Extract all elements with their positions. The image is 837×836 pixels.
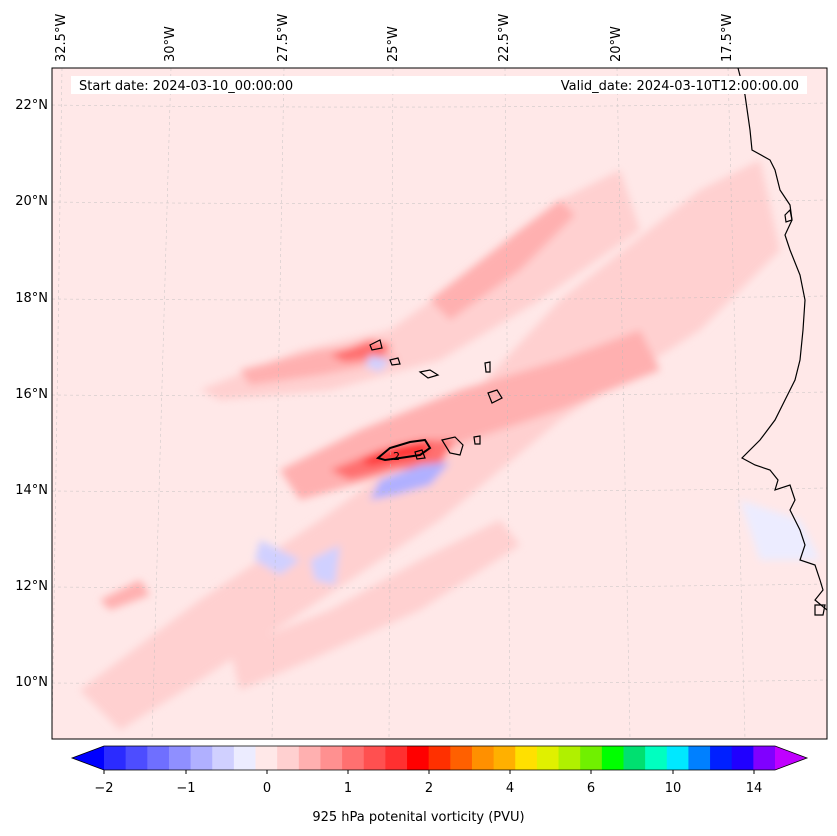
colorbar-segment <box>125 746 148 770</box>
africa-coastline <box>737 68 827 611</box>
colorbar-segment <box>212 746 235 770</box>
lat-label-16n: 16°N <box>15 387 48 402</box>
colorbar-segment <box>255 746 278 770</box>
colorbar-segment <box>190 746 213 770</box>
colorbar-tick-label: 6 <box>586 781 596 796</box>
lon-label-22-5w: 22.5°W <box>497 13 512 62</box>
colorbar-segment <box>623 746 646 770</box>
lon-label-20w: 20°W <box>609 26 624 62</box>
colorbar-segment <box>104 746 127 770</box>
lat-label-14n: 14°N <box>15 483 48 498</box>
lon-label-32-5w: 32.5°W <box>54 13 69 62</box>
pv-negative-4 <box>365 355 390 372</box>
colorbar-segment <box>580 746 603 770</box>
colorbar-segment <box>731 746 754 770</box>
valid-date-text: Valid_date: 2024-03-10T12:00:00.00 <box>560 79 799 94</box>
colorbar-segment <box>753 746 776 770</box>
colorbar-segment <box>147 746 170 770</box>
colorbar-segment <box>428 746 451 770</box>
pv-negative-3 <box>310 545 340 585</box>
pv-band-south <box>230 520 520 690</box>
lat-label-10n: 10°N <box>15 675 48 690</box>
colorbar-segment <box>168 746 192 770</box>
pv-core-strong <box>360 442 430 465</box>
colorbar-tick-label: −1 <box>176 781 196 796</box>
lon-label-25w: 25°W <box>386 26 401 62</box>
pv-contour-fill <box>80 160 820 730</box>
lat-label-12n: 12°N <box>15 579 48 594</box>
colorbar-segment <box>233 746 257 770</box>
colorbar-segment <box>558 746 581 770</box>
colorbar-tick-label: 14 <box>745 781 763 796</box>
date-info-bar: Start date: 2024-03-10_00:00:00 Valid_da… <box>71 76 807 94</box>
colorbar-segment <box>493 746 516 770</box>
colorbar-extend-min <box>72 746 104 770</box>
colorbar-tick-label: −2 <box>94 781 114 796</box>
colorbar-segment <box>298 746 321 770</box>
colorbar-segment <box>450 746 473 770</box>
map-frame <box>51 67 828 740</box>
colorbar-segment <box>536 746 560 770</box>
pv-field-map: 2 <box>52 68 827 739</box>
graticule <box>52 68 827 739</box>
lon-label-27-5w: 27.5°W <box>276 13 291 62</box>
colorbar-tick-label: 2 <box>424 781 434 796</box>
lat-label-18n: 18°N <box>15 291 48 306</box>
colorbar-segment <box>666 746 689 770</box>
contour-label: 2 <box>393 450 400 463</box>
colorbar-segment <box>710 746 733 770</box>
colorbar-segment <box>645 746 668 770</box>
colorbar-segment <box>342 746 365 770</box>
lon-label-30w: 30°W <box>163 26 178 62</box>
colorbar-segment <box>320 746 343 770</box>
colorbar-extend-max <box>775 746 807 770</box>
pv-core-north <box>330 340 392 362</box>
colorbar-segment <box>277 746 300 770</box>
lat-label-20n: 20°N <box>15 194 48 209</box>
colorbar <box>70 745 809 774</box>
colorbar-tick-label: 0 <box>262 781 272 796</box>
pv-negative-east <box>740 500 820 560</box>
pv-band-ne <box>430 200 575 320</box>
colorbar-segment <box>407 746 430 770</box>
pv-negative-2 <box>255 540 300 575</box>
colorbar-tick-label: 1 <box>343 781 353 796</box>
start-date-text: Start date: 2024-03-10_00:00:00 <box>79 79 294 94</box>
lat-label-22n: 22°N <box>15 98 48 113</box>
colorbar-segment <box>385 746 408 770</box>
colorbar-segment <box>471 746 495 770</box>
colorbar-segment <box>363 746 386 770</box>
colorbar-tick-label: 10 <box>664 781 682 796</box>
colorbar-label: 925 hPa potenital vorticity (PVU) <box>312 810 525 825</box>
cape-verde-islands <box>369 208 826 616</box>
colorbar-segment <box>688 746 711 770</box>
pv-negative-1 <box>370 462 450 500</box>
colorbar-segment <box>601 746 624 770</box>
lon-label-17-5w: 17.5°W <box>720 13 735 62</box>
colorbar-segment <box>515 746 538 770</box>
colorbar-tick-label: 4 <box>505 781 515 796</box>
